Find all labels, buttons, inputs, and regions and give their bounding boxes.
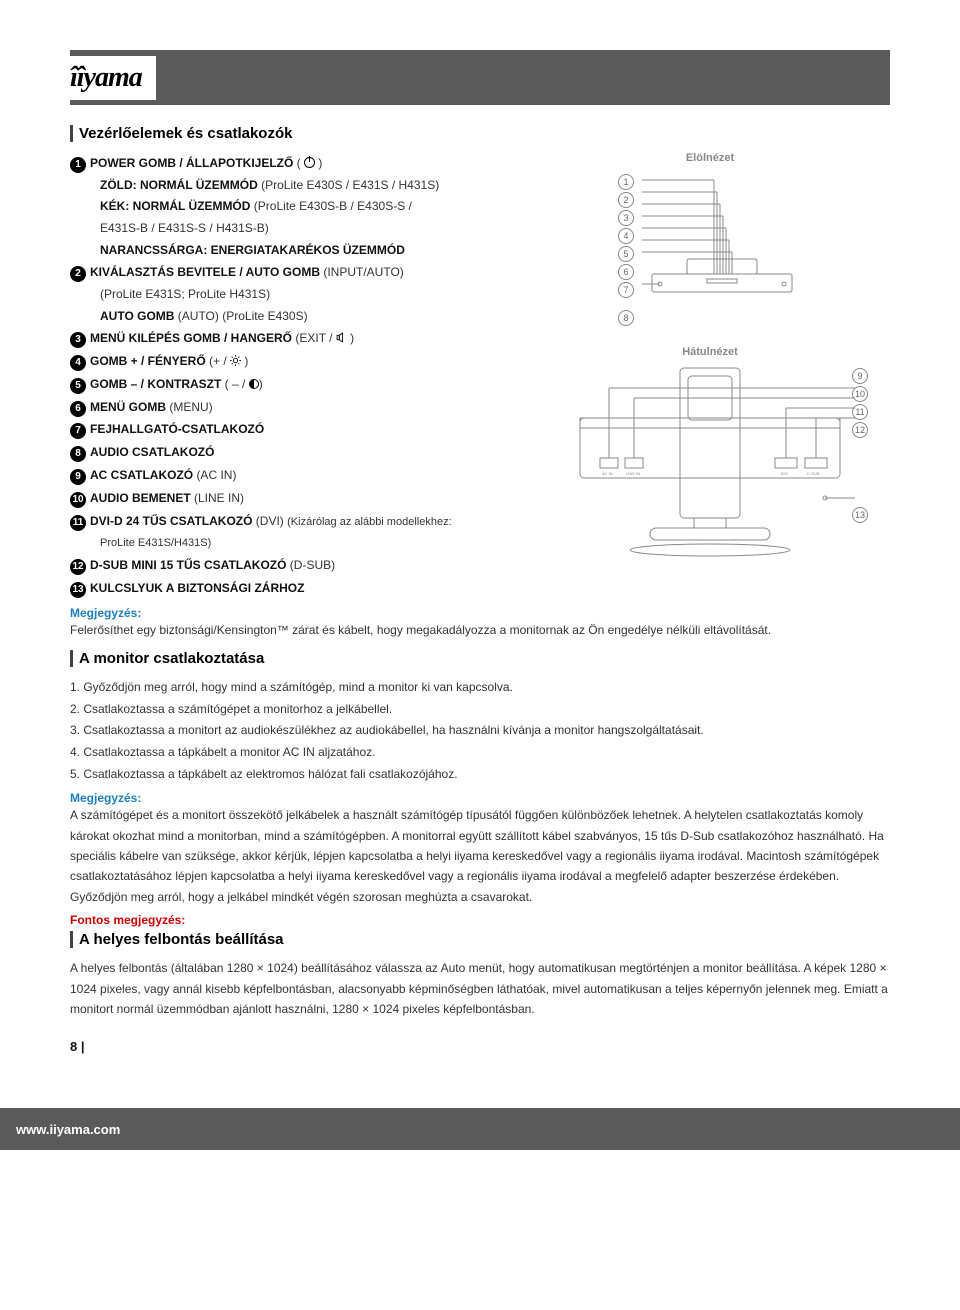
item-1-indent: ZÖLD: NORMÁL ÜZEMMÓD (ProLite E430S / E4… xyxy=(70,175,510,261)
contrast-icon xyxy=(249,379,259,389)
rear-view-svg: AC IN LINE IN DVI D-SUB xyxy=(560,358,860,558)
header-band: îîyama xyxy=(70,50,890,105)
footer-url: www.iiyama.com xyxy=(16,1122,120,1137)
section-controls-title: Vezérlőelemek és csatlakozók xyxy=(70,125,890,142)
note-1-text: Felerősíthet egy biztonsági/Kensington™ … xyxy=(70,620,890,640)
item-9: 9AC CSATLAKOZÓ (AC IN) xyxy=(70,464,510,487)
item-12: 12D-SUB MINI 15 TŰS CSATLAKOZÓ (D-SUB) xyxy=(70,554,510,577)
step-3: 3. Csatlakoztassa a monitort az audiokés… xyxy=(70,720,890,742)
svg-text:AC IN: AC IN xyxy=(602,471,613,476)
power-icon xyxy=(304,157,315,168)
item-11-indent: ProLite E431S/H431S) xyxy=(70,532,510,554)
rear-view-label: Hátulnézet xyxy=(682,346,738,358)
important-label: Fontos megjegyzés: xyxy=(70,913,890,927)
front-view-label: Elölnézet xyxy=(686,152,734,164)
connect-steps: 1. Győződjön meg arról, hogy mind a szám… xyxy=(70,677,890,785)
item-11: 11DVI-D 24 TŰS CSATLAKOZÓ (DVI) (Kizáról… xyxy=(70,510,510,533)
footer-band: www.iiyama.com xyxy=(0,1108,960,1150)
rear-number-13: 13 xyxy=(852,507,868,523)
svg-text:DVI: DVI xyxy=(781,471,788,476)
sun-icon xyxy=(230,355,241,366)
note-1-label: Megjegyzés: xyxy=(70,606,890,620)
note-2-text: A számítógépet és a monitort összekötő j… xyxy=(70,805,890,907)
speaker-icon xyxy=(336,332,347,343)
front-view-svg xyxy=(642,174,802,304)
step-2: 2. Csatlakoztassa a számítógépet a monit… xyxy=(70,699,890,721)
item-13: 13KULCSLYUK A BIZTONSÁGI ZÁRHOZ xyxy=(70,577,510,600)
controls-list: 1POWER GOMB / ÁLLAPOTKIJELZŐ ( ) ZÖLD: N… xyxy=(70,152,510,600)
item-8: 8AUDIO CSATLAKOZÓ xyxy=(70,441,510,464)
item-2: 2KIVÁLASZTÁS BEVITELE / AUTO GOMB (INPUT… xyxy=(70,261,510,284)
item-4: 4GOMB + / FÉNYERŐ (+ / ) xyxy=(70,350,510,373)
section-connect-title: A monitor csatlakoztatása xyxy=(70,650,890,667)
logo: îîyama xyxy=(70,56,156,100)
item-7: 7FEJHALLGATÓ-CSATLAKOZÓ xyxy=(70,418,510,441)
front-numbers: 1234567 8 xyxy=(618,174,634,328)
rear-numbers: 9101112 xyxy=(852,368,868,438)
item-5: 5GOMB – / KONTRASZT ( – / ) xyxy=(70,373,510,396)
step-1: 1. Győződjön meg arról, hogy mind a szám… xyxy=(70,677,890,699)
page-number: 8 | xyxy=(70,1039,890,1054)
front-diagram: 1234567 8 xyxy=(618,174,802,328)
item-2-indent: (ProLite E431S; ProLite H431S) AUTO GOMB… xyxy=(70,284,510,327)
item-3: 3MENÜ KILÉPÉS GOMB / HANGERŐ (EXIT / ) xyxy=(70,327,510,350)
section-resolution-title: A helyes felbontás beállítása xyxy=(70,931,890,948)
step-4: 4. Csatlakoztassa a tápkábelt a monitor … xyxy=(70,742,890,764)
svg-text:D-SUB: D-SUB xyxy=(807,471,820,476)
svg-text:LINE IN: LINE IN xyxy=(626,471,640,476)
step-5: 5. Csatlakoztassa a tápkábelt az elektro… xyxy=(70,764,890,786)
item-1: 1POWER GOMB / ÁLLAPOTKIJELZŐ ( ) xyxy=(70,152,510,175)
item-10: 10AUDIO BEMENET (LINE IN) xyxy=(70,487,510,510)
rear-diagram: AC IN LINE IN DVI D-SUB 9101112 13 xyxy=(560,358,860,563)
item-6: 6MENÜ GOMB (MENU) xyxy=(70,396,510,419)
diagrams: Elölnézet 1234567 8 xyxy=(530,152,890,600)
resolution-text: A helyes felbontás (általában 1280 × 102… xyxy=(70,958,890,1019)
note-2-label: Megjegyzés: xyxy=(70,791,890,805)
